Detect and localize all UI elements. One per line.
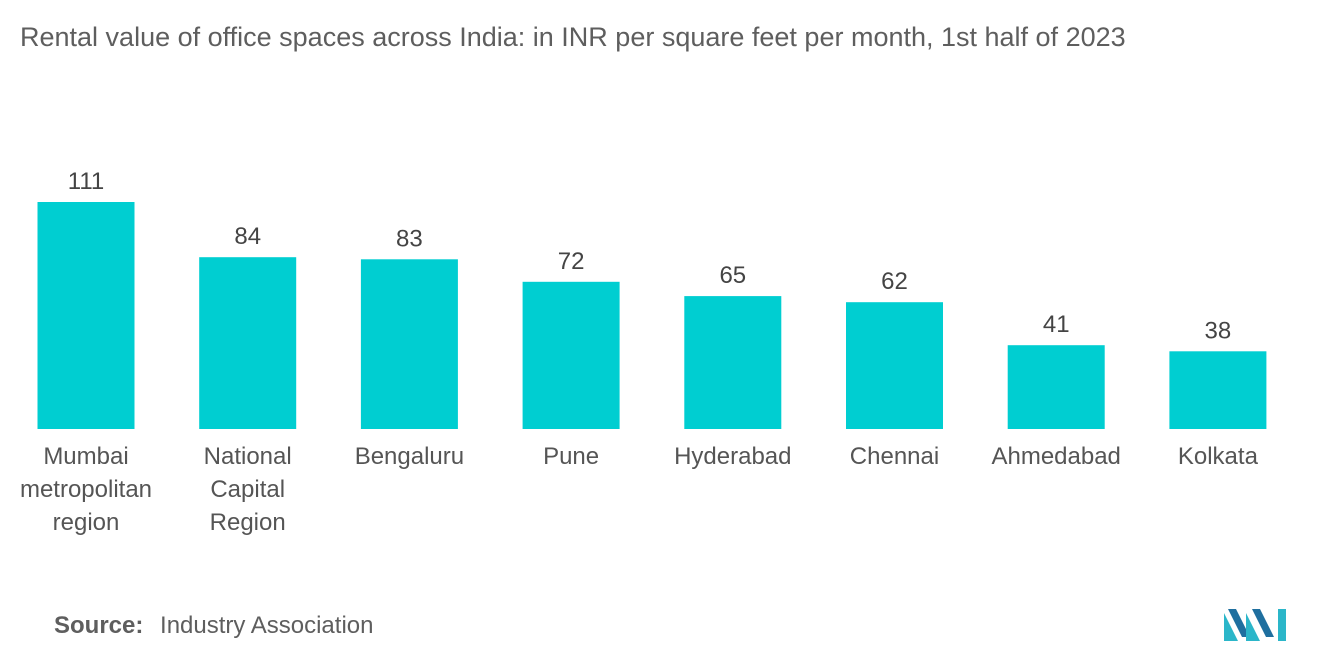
category-label: Hyderabad [674, 443, 791, 470]
value-label: 83 [396, 225, 423, 252]
value-label: 65 [719, 262, 746, 289]
category-labels-layer: Mumbai metropolitan region National Capital R… [20, 443, 1259, 536]
bar [684, 296, 782, 429]
chart-title: Rental value of office spaces across Ind… [20, 22, 1126, 52]
source-note: Source: Industry Association [54, 612, 373, 640]
category-label-line: National [204, 443, 292, 470]
value-label: 41 [1043, 311, 1070, 338]
bar [199, 257, 297, 429]
bar-chart: 111 84 83 72 65 62 41 38 Mumbai metropolitan regi… [20, 168, 1267, 536]
category-label: Ahmedabad [991, 443, 1120, 470]
bar [360, 259, 458, 429]
bar [37, 202, 135, 429]
source-text: Industry Association [160, 612, 374, 639]
mordor-logo-icon [1224, 609, 1286, 641]
bar [1169, 351, 1267, 429]
category-label: Bengaluru [355, 443, 464, 470]
category-label-line: Chennai [850, 443, 939, 470]
category-label-line: region [53, 509, 120, 536]
category-label: Pune [543, 443, 599, 470]
category-label: Chennai [850, 443, 939, 470]
brand-logo [1224, 605, 1290, 646]
value-label: 72 [558, 248, 585, 275]
bar [1007, 345, 1105, 429]
value-label: 84 [234, 223, 261, 250]
category-label-line: Mumbai [43, 443, 128, 470]
category-label: National Capital Region [204, 443, 292, 536]
category-label: Mumbai metropolitan region [20, 443, 152, 536]
category-label-line: Ahmedabad [991, 443, 1120, 470]
value-label: 111 [68, 168, 104, 195]
category-label-line: Hyderabad [674, 443, 791, 470]
category-label-line: Pune [543, 443, 599, 470]
value-labels-layer: 111 84 83 72 65 62 41 38 [68, 168, 1231, 344]
category-label-line: metropolitan [20, 476, 152, 503]
value-label: 62 [881, 268, 908, 295]
category-label-line: Region [210, 509, 286, 536]
bar [522, 281, 620, 429]
bar [846, 302, 943, 429]
category-label-line: Kolkata [1178, 443, 1259, 470]
category-label: Kolkata [1178, 443, 1259, 470]
source-label: Source: [54, 612, 144, 639]
bars-layer [37, 202, 1267, 429]
category-label-line: Bengaluru [355, 443, 464, 470]
value-label: 38 [1205, 317, 1232, 344]
category-label-line: Capital [210, 476, 285, 503]
